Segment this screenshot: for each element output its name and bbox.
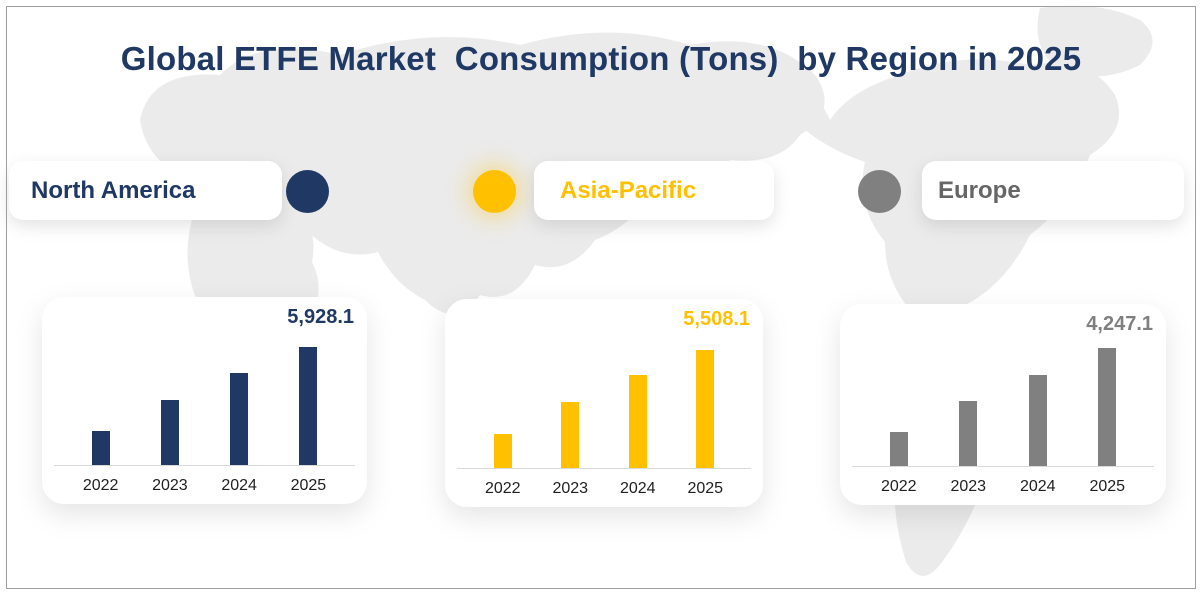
chart-card-europe: 4,247.1 2022 2023 2024 2025 [840,304,1166,505]
x-tick-label-2024: 2024 [619,480,656,497]
bar-column-2025 [672,350,740,468]
bar-column-2025 [1073,348,1143,466]
x-axis-line [54,465,355,466]
bar-column-2024 [1003,375,1073,466]
bar-column-2022 [66,431,135,465]
x-tick-label-2023: 2023 [950,478,987,495]
bar-2022 [493,434,512,468]
bar-2023 [959,401,978,466]
bar-2024 [628,375,647,468]
x-tick-label-2024: 2024 [221,477,257,494]
bar-2025 [696,350,715,468]
x-tick-label-2023: 2023 [152,477,188,494]
x-axis-tick-labels: 2022 2023 2024 2025 [852,478,1154,496]
bar-column-2024 [205,373,274,465]
x-axis-line [852,466,1154,467]
bar-group [54,347,355,465]
x-axis-tick-labels: 2022 2023 2024 2025 [54,477,355,495]
bar-2022 [91,431,110,465]
bar-group [852,348,1154,466]
bar-column-2023 [135,400,204,465]
x-tick-label-2025: 2025 [687,480,724,497]
bar-2025 [1098,348,1117,466]
north-america-circle-icon [286,170,329,213]
chart-card-asia-pacific: 5,508.1 2022 2023 2024 2025 [445,299,763,507]
x-tick-label-2022: 2022 [484,480,521,497]
bar-column-2024 [604,375,672,468]
page-title: Global ETFE Market Consumption (Tons) by… [120,40,1082,77]
bar-column-2023 [934,401,1004,466]
x-axis-tick-labels: 2022 2023 2024 2025 [457,480,751,498]
bar-column-2022 [469,434,537,468]
legend-item-north-america: North America [9,161,282,220]
bar-column-2023 [537,402,605,468]
x-tick-label-2022: 2022 [880,478,917,495]
x-tick-label-2022: 2022 [82,477,119,494]
legend-label-europe: Europe [938,176,1021,204]
bar-2024 [1028,375,1047,466]
x-tick-label-2025: 2025 [1089,478,1126,495]
bar-2024 [230,373,249,465]
x-tick-label-2025: 2025 [290,477,327,494]
value-label-2025: 4,247.1 [1086,313,1153,335]
legend-item-europe: Europe [922,161,1184,220]
x-axis-line [457,468,751,469]
bar-column-2025 [274,347,343,465]
legend-label-north-america: North America [31,176,196,204]
legend-label-asia-pacific: Asia-Pacific [560,176,697,204]
value-label-2025: 5,508.1 [683,308,750,330]
bar-2022 [889,432,908,466]
bar-2023 [160,400,179,465]
bar-column-2022 [864,432,934,466]
europe-circle-icon [858,170,901,213]
value-label-2025: 5,928.1 [287,306,354,328]
chart-card-north-america: 5,928.1 2022 2023 2024 2025 [42,297,367,504]
bar-2023 [561,402,580,468]
x-tick-label-2024: 2024 [1019,478,1056,495]
bar-2025 [299,347,318,465]
legend-item-asia-pacific: Asia-Pacific [534,161,774,220]
bar-group [457,350,751,468]
x-tick-label-2023: 2023 [552,480,589,497]
asia-pacific-circle-icon [473,170,516,213]
